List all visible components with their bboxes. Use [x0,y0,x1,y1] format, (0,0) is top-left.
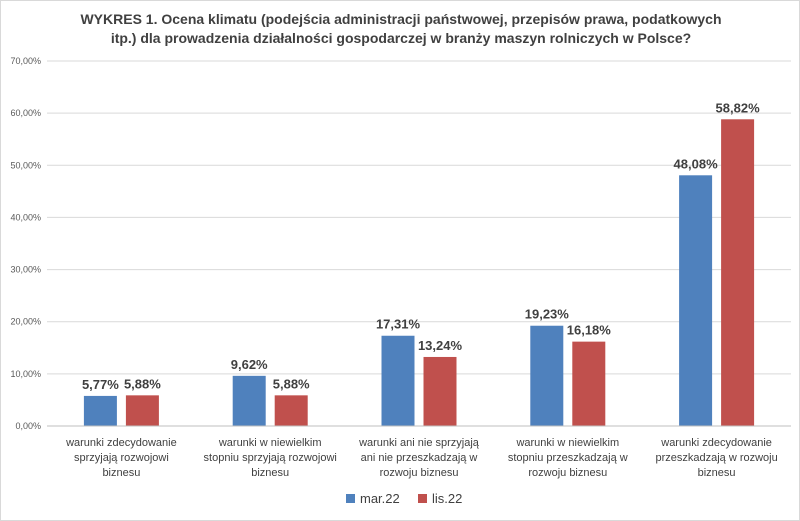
y-tick-label: 30,00% [10,265,41,275]
data-label: 19,23% [525,307,570,322]
data-label: 58,82% [716,100,761,115]
category-label: sprzyjają rozwojowi [74,452,169,464]
y-tick-label: 40,00% [10,212,41,222]
category-label: warunki w niewielkim [515,437,619,449]
y-tick-label: 0,00% [15,421,41,431]
category-label: biznesu [251,467,289,479]
chart-title: WYKRES 1. Ocena klimatu (podejścia admin… [61,10,741,48]
y-tick-label: 10,00% [10,369,41,379]
y-tick-label: 50,00% [10,160,41,170]
data-label: 48,08% [674,156,719,171]
category-label: przeszkadzają w rozwoju [655,452,777,464]
y-tick-label: 70,00% [10,56,41,66]
bar-mar.22 [679,175,713,426]
bar-lis.22 [572,341,606,426]
bar-lis.22 [125,395,159,426]
bar-mar.22 [232,375,266,426]
category-label: ani nie przeszkadzają w [361,452,478,464]
data-label: 16,18% [567,323,612,338]
category-label: stopniu sprzyjają rozwojowi [204,452,337,464]
bar-mar.22 [83,395,117,426]
category-label: warunki w niewielkim [218,437,322,449]
category-label: biznesu [698,467,736,479]
category-label: warunki zdecydowanie [65,437,177,449]
bar-lis.22 [274,395,308,426]
y-tick-label: 20,00% [10,317,41,327]
category-label: rozwoju biznesu [528,467,607,479]
bar-lis.22 [721,119,755,426]
category-label: warunki ani nie sprzyjają [358,437,480,449]
data-label: 5,88% [273,376,310,391]
legend-label: mar.22 [360,491,400,506]
legend-label: lis.22 [432,491,462,506]
data-label: 13,24% [418,338,463,353]
data-label: 9,62% [231,357,268,372]
y-tick-label: 60,00% [10,108,41,118]
legend-swatch [346,494,355,503]
bar-lis.22 [423,356,457,426]
category-label: warunki zdecydowanie [660,437,772,449]
category-label: rozwoju biznesu [380,467,459,479]
data-label: 5,88% [124,376,161,391]
chart-title-line: itp.) dla prowadzenia działalności gospo… [110,30,692,46]
category-label: biznesu [102,467,140,479]
bar-mar.22 [530,325,564,426]
category-label: stopniu przeszkadzają w [508,452,628,464]
data-label: 5,77% [82,377,119,392]
data-label: 17,31% [376,317,421,332]
legend-swatch [418,494,427,503]
chart-title-line: WYKRES 1. Ocena klimatu (podejścia admin… [80,11,722,27]
bar-mar.22 [381,335,415,426]
